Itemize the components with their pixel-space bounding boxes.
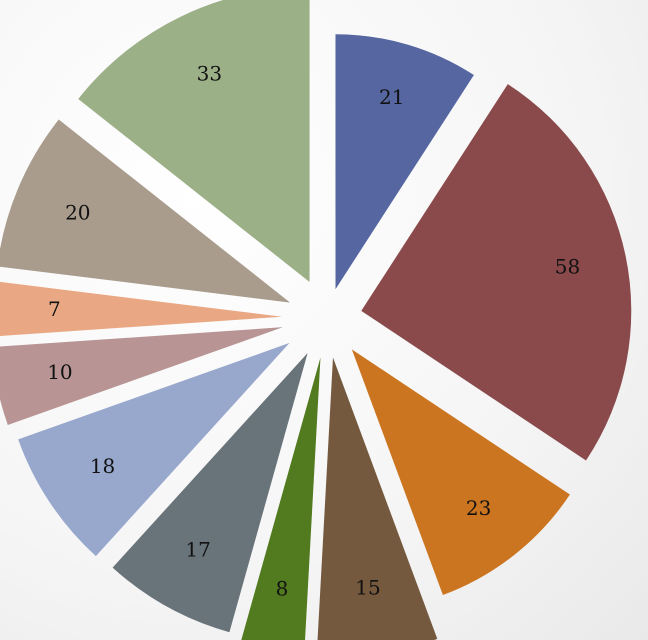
pie-slice-15 — [317, 357, 438, 640]
pie-labels: 21 58 23 15 8 17 18 10 7 20 33 — [47, 61, 580, 600]
pie-slice-7 — [0, 281, 283, 337]
slice-value-label: 7 — [48, 297, 61, 321]
slice-value-label: 10 — [47, 360, 72, 384]
slice-value-label: 17 — [185, 537, 210, 561]
pie-slices — [0, 0, 632, 640]
slice-value-label: 58 — [555, 255, 580, 279]
slice-value-label: 15 — [355, 575, 380, 599]
pie-slice-20 — [0, 119, 291, 303]
pie-slice-21 — [335, 34, 474, 290]
slice-value-label: 33 — [197, 61, 222, 85]
pie-slice-17 — [112, 352, 308, 633]
slice-value-label: 18 — [90, 454, 115, 478]
pie-slice-33 — [78, 0, 310, 282]
pie-slice-8 — [241, 357, 321, 640]
slice-value-label: 20 — [65, 200, 90, 224]
pie-slice-18 — [18, 342, 290, 557]
pie-slice-23 — [351, 349, 570, 596]
slice-value-label: 23 — [466, 496, 491, 520]
slice-value-label: 21 — [379, 85, 404, 109]
slice-value-label: 8 — [276, 576, 289, 600]
pie-slice-58 — [361, 84, 632, 461]
pie-slice-10 — [0, 327, 283, 425]
